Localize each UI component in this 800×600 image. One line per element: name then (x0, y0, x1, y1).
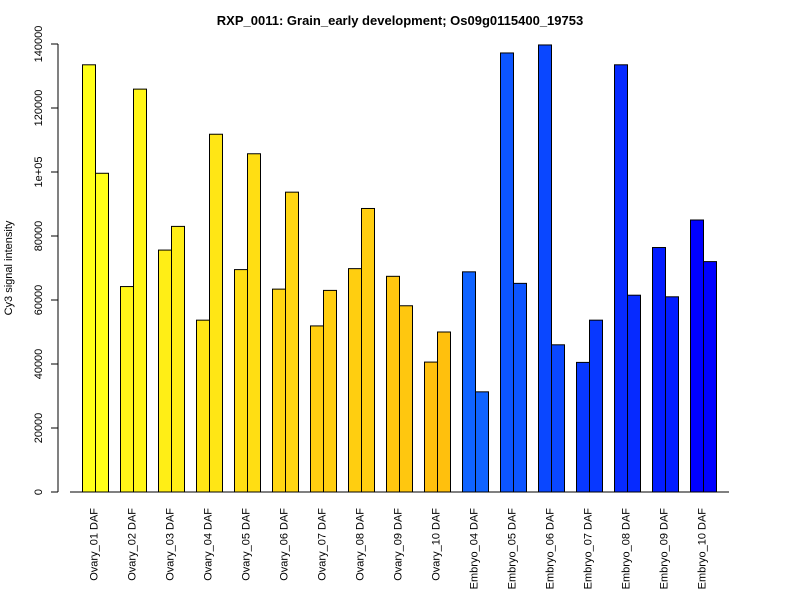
x-tick-label: Ovary_04 DAF (203, 508, 215, 581)
bar (171, 225, 185, 493)
bar (538, 44, 552, 493)
bar (703, 261, 717, 493)
bar (665, 296, 679, 493)
x-tick-label: Ovary_07 DAF (317, 508, 329, 581)
bar (120, 286, 134, 493)
x-tick-label: Embryo_10 DAF (697, 508, 709, 590)
y-tick-label: 80000 (33, 221, 45, 252)
bar (196, 319, 210, 493)
y-axis-label: Cy3 signal intensity (3, 220, 15, 315)
y-tick-label: 0 (33, 489, 45, 495)
x-tick-label: Ovary_05 DAF (241, 508, 253, 581)
x-tick-label: Ovary_10 DAF (431, 508, 443, 581)
bar (462, 271, 476, 493)
bar (234, 269, 248, 493)
bar (399, 305, 413, 493)
bar (475, 391, 489, 493)
x-tick-label: Ovary_02 DAF (127, 508, 139, 581)
bar (500, 52, 514, 493)
x-tick-label: Embryo_04 DAF (469, 508, 481, 590)
bar (247, 153, 261, 493)
x-tick-label: Embryo_07 DAF (583, 508, 595, 590)
bar (133, 88, 147, 493)
bar (272, 288, 286, 493)
bar (614, 64, 628, 493)
x-tick-label: Embryo_06 DAF (545, 508, 557, 590)
y-tick-label: 120000 (33, 90, 45, 127)
y-tick-label: 40000 (33, 349, 45, 380)
bar (386, 275, 400, 493)
bar (424, 361, 438, 493)
x-tick-label: Ovary_06 DAF (279, 508, 291, 581)
bar (437, 331, 451, 493)
bar (323, 289, 337, 493)
x-tick-label: Ovary_09 DAF (393, 508, 405, 581)
x-tick-label: Embryo_09 DAF (659, 508, 671, 590)
bar (690, 219, 704, 493)
x-tick-label: Ovary_08 DAF (355, 508, 367, 581)
bar (158, 249, 172, 493)
x-tick-label: Embryo_08 DAF (621, 508, 633, 590)
y-axis: 0 20000 40000 60000 80000 1e+05 120000 140000 (33, 26, 59, 495)
y-tick-label: 60000 (33, 285, 45, 316)
bar (589, 319, 603, 493)
bar (627, 294, 641, 493)
bars (82, 44, 717, 493)
x-tick-label: Ovary_01 DAF (89, 508, 101, 581)
y-tick-label: 140000 (33, 26, 45, 63)
x-tick-label: Ovary_03 DAF (165, 508, 177, 581)
y-tick-label: 20000 (33, 413, 45, 444)
bar (95, 172, 109, 493)
x-labels: Ovary_01 DAF Ovary_02 DAF Ovary_03 DAF Ovar… (89, 508, 709, 590)
bar (348, 268, 362, 493)
bar (209, 133, 223, 493)
bar (361, 207, 375, 493)
bar (310, 325, 324, 493)
bar (513, 282, 527, 493)
bar (285, 191, 299, 493)
bar (82, 64, 96, 493)
x-tick-label: Embryo_05 DAF (507, 508, 519, 590)
bar (576, 361, 590, 493)
bar (652, 247, 666, 493)
bar (551, 344, 565, 493)
chart-title: RXP_0011: Grain_early development; Os09g… (216, 13, 584, 28)
y-tick-label: 1e+05 (33, 157, 45, 188)
